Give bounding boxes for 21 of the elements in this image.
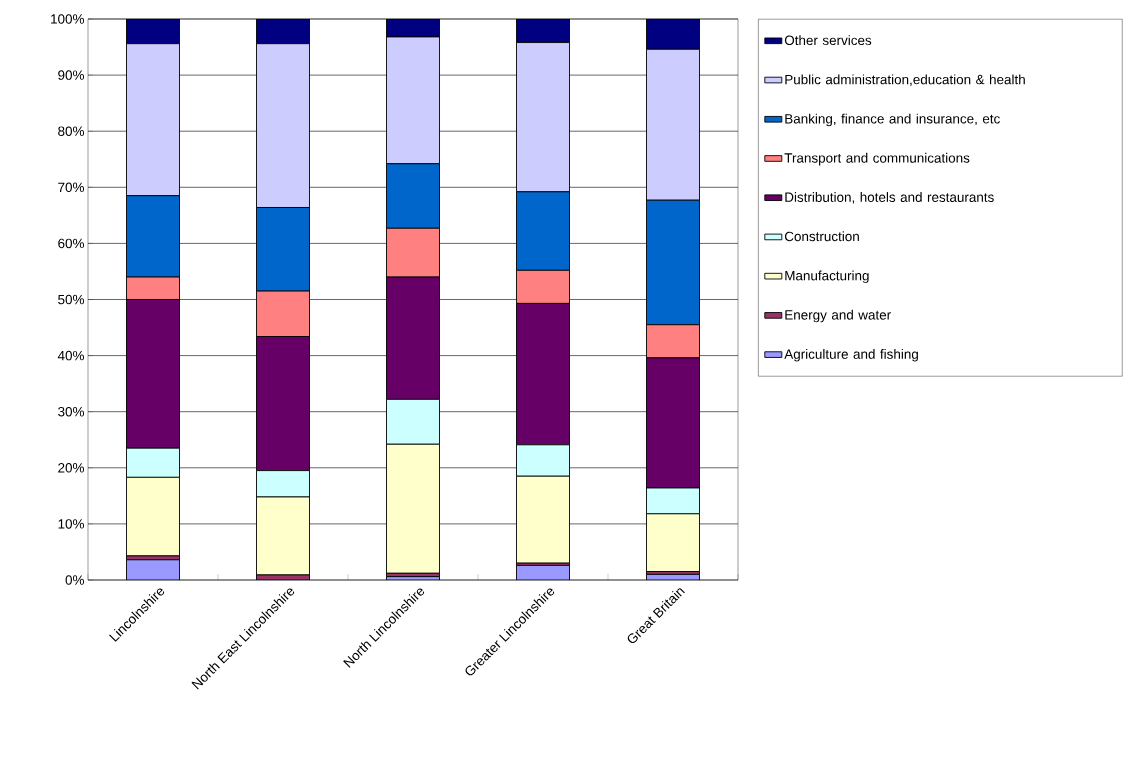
y-tick-label: 40%	[57, 350, 84, 361]
y-tick-label: 70%	[58, 182, 84, 193]
y-tick-label: 90%	[58, 70, 84, 80]
y-tick-label: 20%	[58, 463, 84, 473]
legend-label: Distribution, hotels and restaurants	[785, 192, 994, 204]
legend-label: Manufacturing	[785, 270, 869, 284]
bar	[126, 559, 180, 580]
y-tick-label: 100%	[51, 14, 84, 24]
y-tick-label: 60%	[58, 238, 84, 249]
y-tick-label: 80%	[58, 126, 84, 136]
y-tick-label: 50%	[58, 294, 84, 305]
y-tick-label: 10%	[58, 519, 84, 529]
y-tick-label: 30%	[58, 406, 84, 417]
legend-label: Transport and communications	[784, 152, 970, 166]
legend-label: Energy and water	[785, 309, 891, 323]
y-tick-label: 0%	[65, 575, 84, 585]
legend-label: Public administration,education & health	[785, 74, 1025, 86]
legend-label: Other services	[784, 35, 872, 46]
legend-label: Construction	[784, 231, 859, 242]
legend-label: Agriculture and fishing	[784, 348, 918, 362]
legend-label: Banking, finance and insurance, etc	[785, 113, 1000, 127]
